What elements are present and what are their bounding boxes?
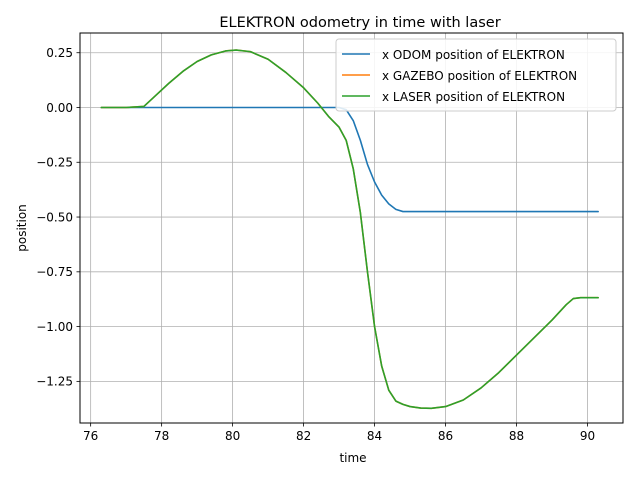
- legend-label-laser: x LASER position of ELEKTRON: [382, 90, 565, 104]
- chart-title: ELEKTRON odometry in time with laser: [219, 15, 500, 31]
- series-line-laser: [100, 49, 599, 410]
- y-tick-label: −1.25: [36, 375, 73, 389]
- x-tick-label: 88: [509, 429, 524, 443]
- x-axis-label: time: [339, 451, 366, 465]
- legend-label-gazebo: x GAZEBO position of ELEKTRON: [382, 69, 577, 83]
- x-tick-label: 80: [225, 429, 240, 443]
- x-tick-label: 84: [367, 429, 382, 443]
- x-tick-label: 76: [83, 429, 98, 443]
- series-line-odom: [100, 106, 599, 213]
- legend: x ODOM position of ELEKTRON x GAZEBO pos…: [335, 38, 617, 112]
- y-axis-label: position: [15, 204, 29, 252]
- series-lines: [100, 49, 599, 410]
- y-tick-label: 0.00: [46, 101, 73, 115]
- y-tick-label: −0.50: [36, 210, 73, 224]
- y-tick-label: −1.00: [36, 320, 73, 334]
- x-tick-label: 90: [580, 429, 595, 443]
- x-tick-label: 86: [438, 429, 453, 443]
- legend-label-odom: x ODOM position of ELEKTRON: [382, 48, 565, 62]
- plot-frame: [79, 32, 624, 424]
- x-tick-label: 78: [154, 429, 169, 443]
- x-tick-label: 82: [296, 429, 311, 443]
- y-tick-label: −0.75: [36, 265, 73, 279]
- y-tick-label: −0.25: [36, 156, 73, 170]
- axis-ticks: 76 78 80 82 84 86 88 90 0.25 0.00 −0.25 −0.50 −0.75 −…: [36, 46, 595, 443]
- legend-box: [335, 38, 617, 112]
- y-tick-label: 0.25: [46, 46, 73, 60]
